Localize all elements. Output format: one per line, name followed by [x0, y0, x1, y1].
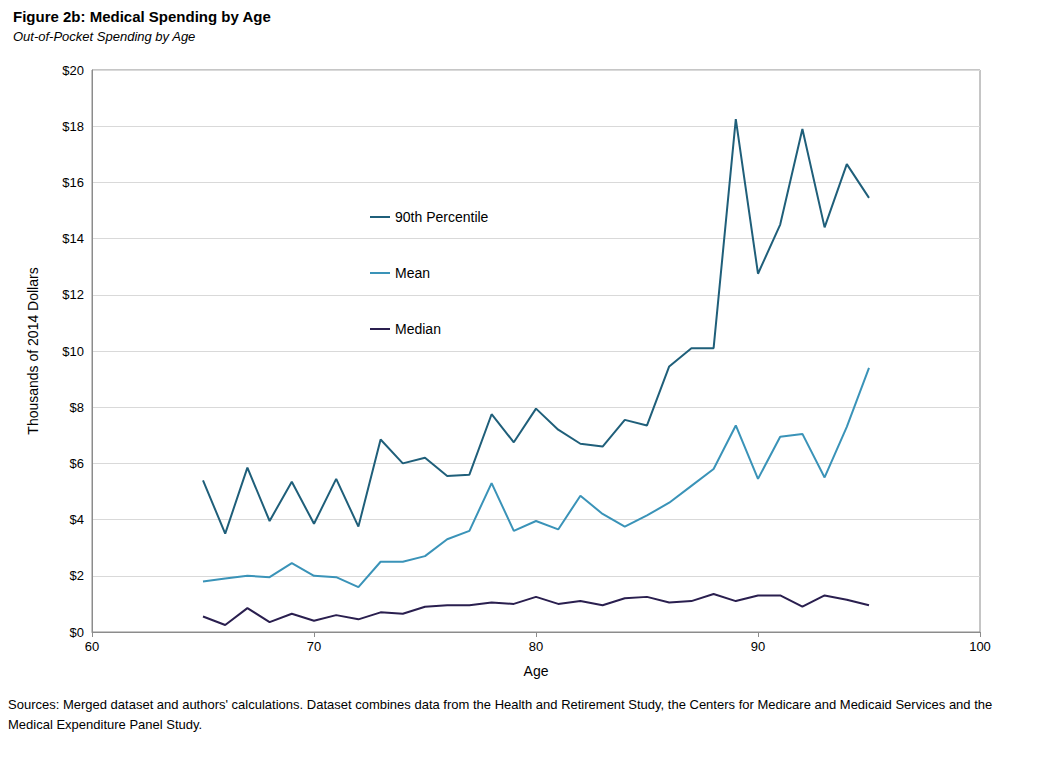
svg-text:Out-of-Pocket Spending by Age: Out-of-Pocket Spending by Age [13, 29, 195, 44]
svg-text:70: 70 [307, 639, 321, 654]
svg-text:90th Percentile: 90th Percentile [395, 209, 489, 225]
svg-text:Mean: Mean [395, 265, 430, 281]
svg-text:Thousands of 2014 Dollars: Thousands of 2014 Dollars [25, 267, 41, 434]
svg-text:$14: $14 [62, 231, 84, 246]
svg-text:$6: $6 [70, 456, 84, 471]
svg-text:Median: Median [395, 321, 441, 337]
svg-text:$8: $8 [70, 400, 84, 415]
svg-text:80: 80 [529, 639, 543, 654]
svg-text:$12: $12 [62, 287, 84, 302]
svg-text:$2: $2 [70, 568, 84, 583]
svg-text:90: 90 [751, 639, 765, 654]
svg-text:Age: Age [524, 663, 549, 679]
svg-text:$0: $0 [70, 625, 84, 640]
svg-text:$18: $18 [62, 119, 84, 134]
svg-text:60: 60 [85, 639, 99, 654]
svg-text:Medical Expenditure Panel Stud: Medical Expenditure Panel Study. [8, 717, 202, 732]
svg-text:$16: $16 [62, 175, 84, 190]
svg-text:100: 100 [969, 639, 991, 654]
svg-text:Figure 2b: Medical Spending by: Figure 2b: Medical Spending by Age [13, 8, 271, 25]
svg-text:$20: $20 [62, 63, 84, 78]
svg-text:Sources: Merged dataset and au: Sources: Merged dataset and authors' cal… [8, 697, 996, 712]
svg-text:$4: $4 [70, 512, 84, 527]
svg-text:$10: $10 [62, 344, 84, 359]
